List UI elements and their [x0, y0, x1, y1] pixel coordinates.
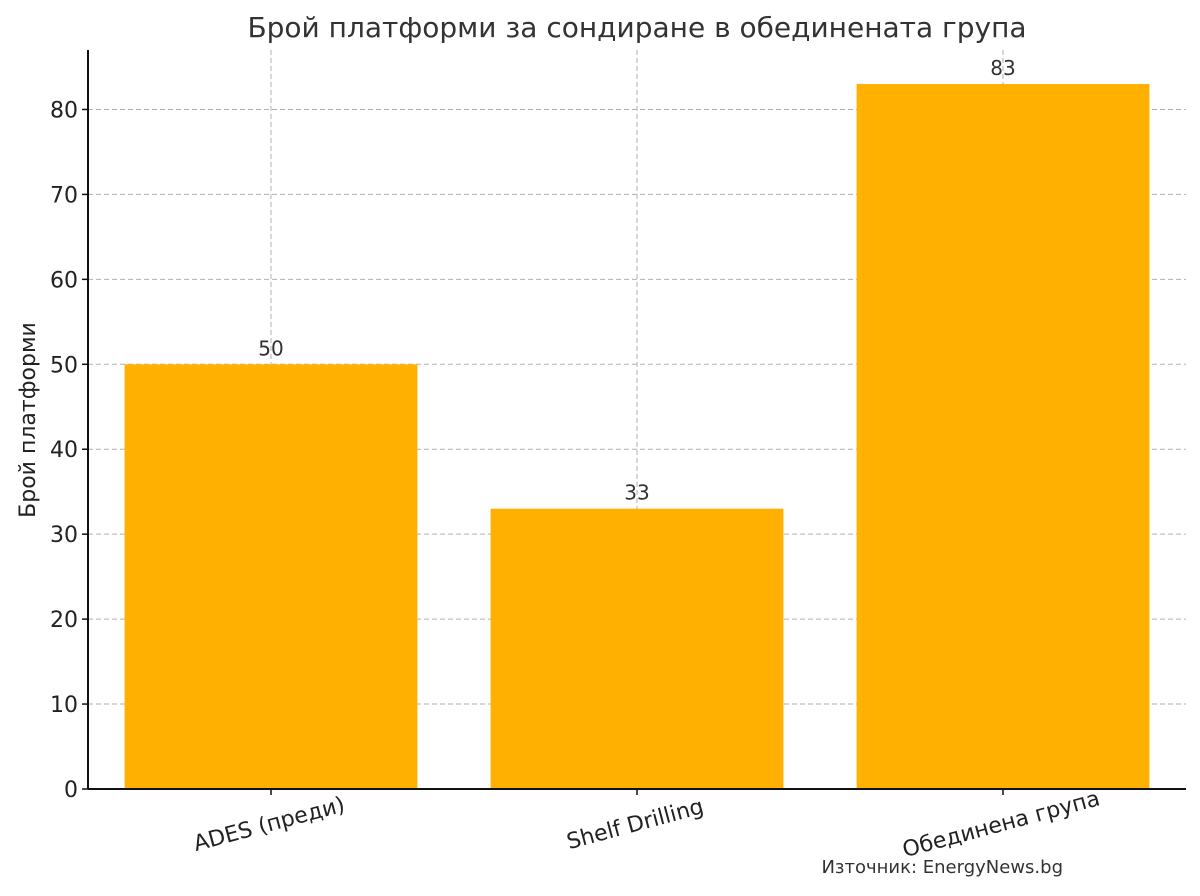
value-label: 33	[624, 481, 649, 505]
value-label: 83	[990, 56, 1015, 80]
bar	[490, 508, 784, 789]
chart-title: Брой платформи за сондиране в обединенат…	[247, 11, 1026, 44]
bar	[856, 83, 1150, 790]
value-label: 50	[258, 336, 283, 360]
y-tick-label: 40	[50, 438, 78, 463]
bars-layer	[124, 83, 1150, 790]
y-tick-label: 30	[50, 523, 78, 548]
y-axis-label: Брой платформи	[16, 322, 41, 518]
y-tick-label: 10	[50, 693, 78, 718]
y-tick-label: 20	[50, 608, 78, 633]
source-note: Източник: EnergyNews.bg	[821, 857, 1063, 878]
axes-layer	[82, 50, 1186, 795]
x-tick-label: ADES (преди)	[191, 793, 348, 857]
x-tick-label: Обединена група	[900, 786, 1103, 863]
bar	[124, 364, 418, 789]
y-tick-label: 0	[64, 778, 78, 803]
y-tick-label: 80	[50, 98, 78, 123]
y-tick-label: 50	[50, 353, 78, 378]
y-tick-label: 70	[50, 183, 78, 208]
x-tick-label: Shelf Drilling	[564, 794, 706, 855]
y-tick-label: 60	[50, 268, 78, 293]
